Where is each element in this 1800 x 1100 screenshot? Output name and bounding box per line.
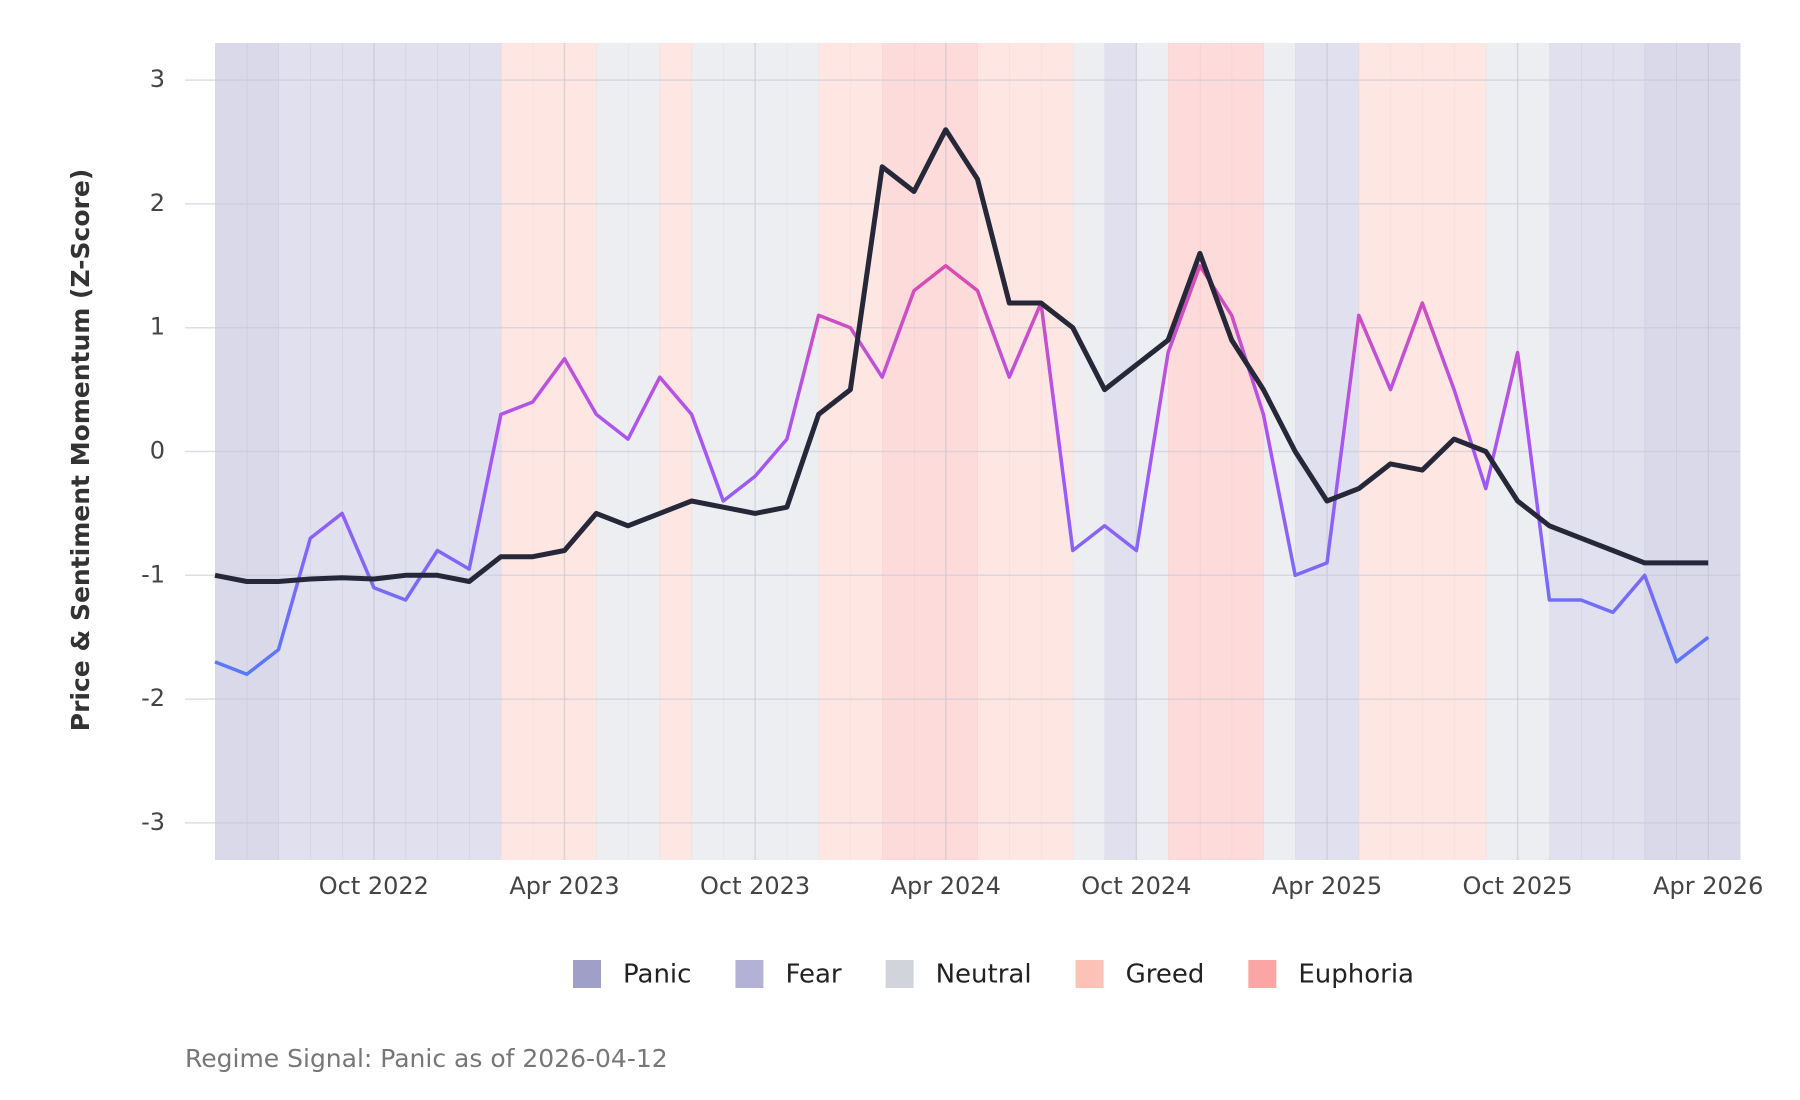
x-tick-label: Apr 2025 xyxy=(1272,872,1382,900)
y-axis-label: Price & Sentiment Momentum (Z-Score) xyxy=(66,169,95,732)
y-tick-label: 2 xyxy=(150,189,165,217)
x-tick-label: Oct 2022 xyxy=(319,872,429,900)
x-tick-label: Oct 2025 xyxy=(1463,872,1573,900)
legend-swatch xyxy=(735,960,764,988)
series-line xyxy=(214,264,1710,677)
legend-swatch xyxy=(1248,960,1277,988)
legend-label: Fear xyxy=(785,960,841,990)
series-line xyxy=(214,127,1709,584)
x-tick-label: Apr 2023 xyxy=(509,872,619,900)
y-tick-label: 0 xyxy=(150,437,165,465)
y-tick-label: -1 xyxy=(141,560,165,588)
legend-swatch xyxy=(573,960,601,988)
legend: Panic Fear Neutral Greed Euphoria xyxy=(573,960,1414,990)
legend-label: Panic xyxy=(623,960,691,990)
y-tick-label: 1 xyxy=(150,313,165,341)
x-tick-label: Apr 2026 xyxy=(1653,872,1763,900)
legend-swatch xyxy=(885,960,914,988)
x-tick-label: Apr 2024 xyxy=(891,872,1001,900)
y-tick-label: -3 xyxy=(141,808,165,836)
legend-swatch xyxy=(1075,960,1104,988)
legend-label: Greed xyxy=(1126,960,1205,990)
y-tick-label: 3 xyxy=(150,65,165,93)
caption: Regime Signal: Panic as of 2026-04-12 xyxy=(185,1044,668,1073)
legend-label: Euphoria xyxy=(1298,960,1414,990)
y-tick-label: -2 xyxy=(141,684,165,712)
legend-label: Neutral xyxy=(936,960,1032,990)
x-tick-label: Oct 2023 xyxy=(700,872,810,900)
x-tick-label: Oct 2024 xyxy=(1081,872,1191,900)
